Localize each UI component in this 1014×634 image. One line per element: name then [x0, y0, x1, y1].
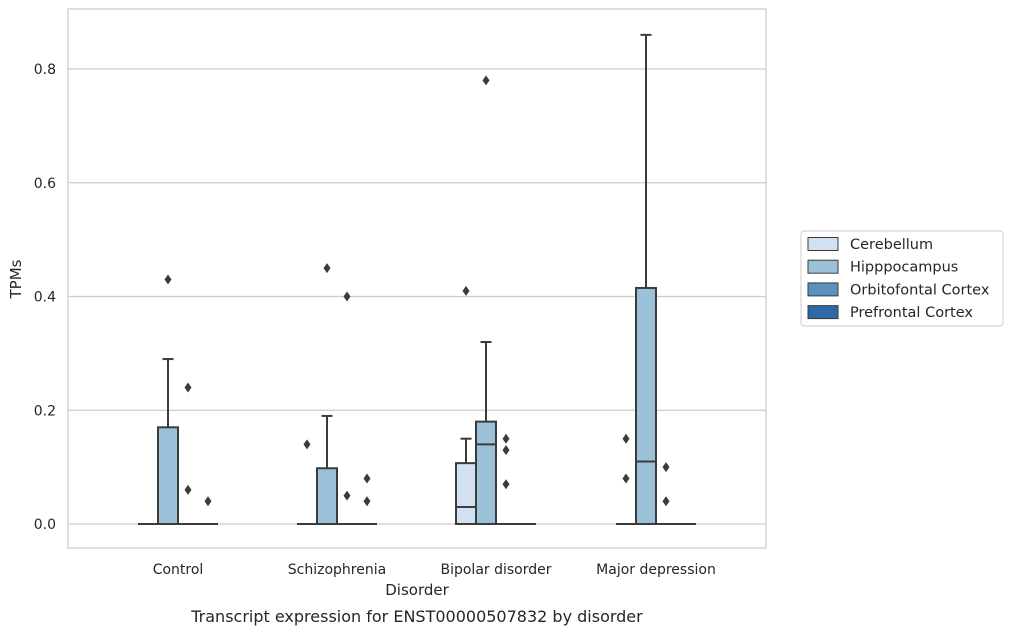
- box-orbitofontal-cortex: [337, 291, 357, 525]
- box-hipppocampus: [316, 263, 338, 526]
- box-iqr: [157, 426, 179, 525]
- box-iqr: [455, 462, 477, 525]
- outlier-point: [164, 274, 172, 285]
- outlier-point: [622, 473, 630, 484]
- outlier-point: [204, 496, 212, 507]
- outlier-point: [662, 496, 670, 507]
- box-orbitofontal-cortex: [656, 462, 676, 525]
- legend-label: Orbitofontal Cortex: [850, 282, 990, 298]
- x-axis-label: Disorder: [385, 581, 449, 599]
- y-tick-label: 0.0: [34, 517, 56, 533]
- outlier-point: [502, 433, 510, 444]
- plot-frame: [67, 8, 767, 549]
- axis-ticks: 0.0 0.2 0.4 0.6 0.8 Control Schizophrenia Bipol…: [34, 62, 716, 578]
- legend-swatch: [807, 259, 839, 274]
- box-cerebellum: [455, 285, 477, 525]
- legend-label: Hipppocampus: [850, 260, 958, 276]
- box-iqr: [316, 467, 338, 526]
- outlier-point: [482, 75, 490, 86]
- box-cerebellum: [297, 439, 317, 525]
- box-hipppocampus: [157, 274, 179, 525]
- outlier-point: [502, 479, 510, 490]
- box-cerebellum: [616, 433, 636, 525]
- y-tick-label: 0.6: [34, 176, 56, 192]
- outlier-point: [184, 382, 192, 393]
- outlier-point: [662, 462, 670, 473]
- legend-swatch: [807, 305, 839, 320]
- box-iqr: [475, 420, 497, 525]
- outlier-point: [363, 496, 371, 507]
- legend-label: Prefrontal Cortex: [850, 305, 973, 321]
- outlier-point: [184, 484, 192, 495]
- box-iqr: [635, 286, 657, 525]
- chart-caption: Transcript expression for ENST0000050783…: [190, 607, 643, 626]
- legend-frame: [800, 230, 1004, 327]
- y-tick-label: 0.8: [34, 62, 56, 78]
- box-prefrontal-cortex: [357, 473, 377, 525]
- y-axis-label: TPMs: [7, 259, 25, 299]
- outlier-point: [502, 445, 510, 456]
- box-orbitofontal-cortex: [178, 382, 198, 525]
- box-prefrontal-cortex: [198, 496, 218, 525]
- x-tick-label: Bipolar disorder: [440, 562, 551, 578]
- outlier-point: [363, 473, 371, 484]
- outlier-point: [303, 439, 311, 450]
- outlier-point: [323, 263, 331, 274]
- y-tick-label: 0.2: [34, 403, 56, 419]
- box-orbitofontal-cortex: [496, 433, 516, 525]
- legend-swatch: [807, 282, 839, 297]
- legend-label: Cerebellum: [850, 237, 933, 253]
- x-tick-label: Schizophrenia: [288, 562, 386, 578]
- box-hipppocampus: [635, 33, 657, 525]
- x-tick-label: Control: [153, 562, 204, 578]
- outlier-point: [343, 490, 351, 501]
- plot-marks: [138, 33, 696, 526]
- outlier-point: [462, 285, 470, 296]
- outlier-point: [622, 433, 630, 444]
- legend-swatch: [807, 237, 839, 251]
- x-tick-label: Major depression: [596, 562, 716, 578]
- y-tick-label: 0.4: [34, 290, 56, 306]
- outlier-point: [343, 291, 351, 302]
- legend: Cerebellum Hipppocampus Orbitofontal Corte…: [800, 230, 1004, 327]
- box-hipppocampus: [475, 75, 497, 525]
